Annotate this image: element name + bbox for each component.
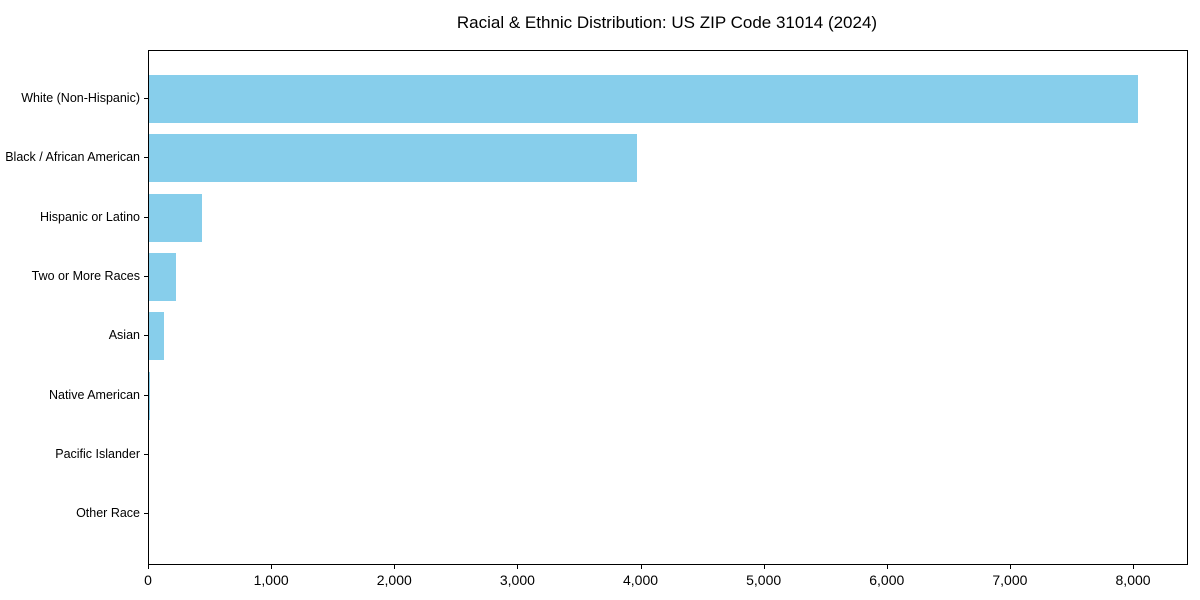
x-tick-mark xyxy=(394,564,396,569)
y-tick-mark xyxy=(144,98,148,99)
y-tick-mark xyxy=(144,275,148,277)
x-tick-mark xyxy=(763,564,765,569)
x-tick-mark xyxy=(1009,564,1011,569)
x-tick-label: 7,000 xyxy=(992,572,1028,588)
bar-two-or-more-races xyxy=(149,252,176,301)
x-tick-label: 8,000 xyxy=(1115,572,1151,588)
x-tick-mark xyxy=(271,564,273,569)
x-tick-label: 3,000 xyxy=(499,572,535,588)
x-tick-mark xyxy=(1133,564,1135,569)
x-tick-mark xyxy=(640,564,642,569)
y-tick-mark xyxy=(144,157,148,159)
x-tick-label: 2,000 xyxy=(376,572,412,588)
y-tick-label: Hispanic or Latino xyxy=(39,209,140,224)
x-tick-label: 0 xyxy=(144,572,152,588)
y-tick-mark xyxy=(144,335,148,337)
y-tick-label: White (Non-Hispanic) xyxy=(21,91,140,105)
x-tick-label: 1,000 xyxy=(253,572,289,588)
y-tick-label: Two or More Races xyxy=(31,268,140,283)
y-tick-mark xyxy=(144,216,148,218)
x-tick-mark xyxy=(517,564,519,569)
y-tick-mark xyxy=(144,513,148,515)
y-tick-label: Pacific Islander xyxy=(55,446,140,461)
x-tick-label: 4,000 xyxy=(622,572,659,588)
y-tick-label: Asian xyxy=(108,328,140,343)
bar-native-american xyxy=(149,371,150,420)
x-tick-mark xyxy=(148,564,149,569)
bar-black-african-american xyxy=(149,134,637,183)
bar-asian xyxy=(149,312,164,361)
chart-title: Racial & Ethnic Distribution: US ZIP Cod… xyxy=(456,13,878,32)
x-tick-mark xyxy=(886,564,888,569)
bar-white-non-hispanic xyxy=(149,75,1138,123)
x-tick-label: 5,000 xyxy=(746,572,782,588)
x-tick-label: 6,000 xyxy=(869,572,905,588)
y-tick-label: Black / African American xyxy=(5,150,140,165)
y-tick-mark xyxy=(144,453,148,455)
plot-area xyxy=(148,50,1188,565)
y-tick-label: Native American xyxy=(48,387,140,402)
bar-hispanic-or-latino xyxy=(149,193,202,242)
y-tick-mark xyxy=(144,394,148,396)
y-tick-label: Other Race xyxy=(76,506,140,521)
